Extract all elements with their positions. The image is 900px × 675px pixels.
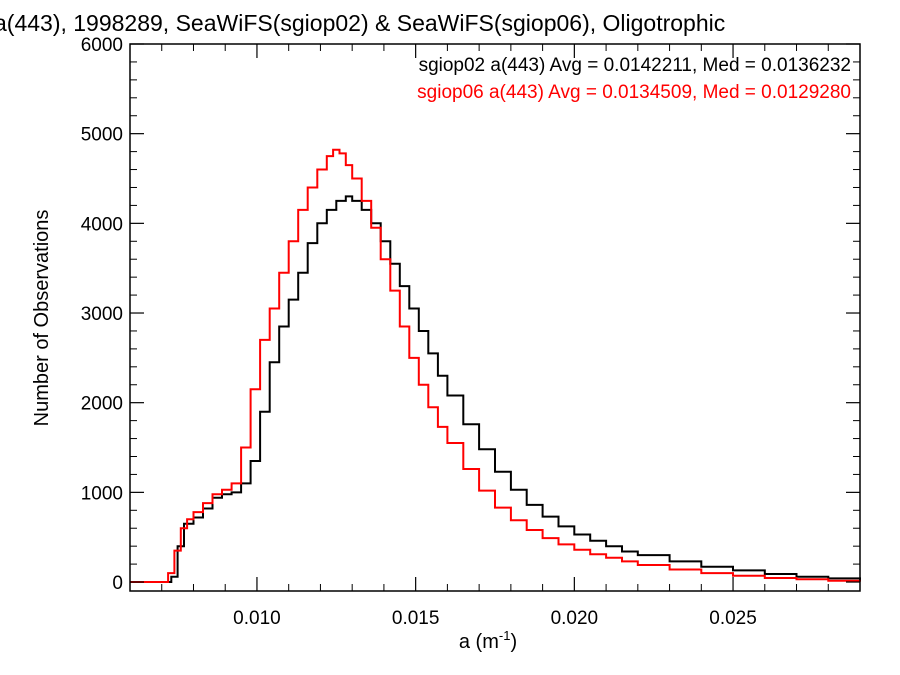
y-tick-label: 3000 xyxy=(81,304,123,325)
x-tick-label: 0.010 xyxy=(233,608,281,629)
legend-entry-2: sgiop06 a(443) Avg = 0.0134509, Med = 0.… xyxy=(417,82,851,103)
x-tick-label: 0.020 xyxy=(551,608,599,629)
legend: sgiop02 a(443) Avg = 0.0142211, Med = 0.… xyxy=(417,55,851,103)
x-axis-label: a (m-1) xyxy=(459,628,517,653)
y-tick-label: 1000 xyxy=(81,483,123,504)
x-tick-label: 0.025 xyxy=(709,608,757,629)
chart-title: a(443), 1998289, SeaWiFS(sgiop02) & SeaW… xyxy=(0,10,725,36)
y-tick-label: 6000 xyxy=(81,35,123,56)
x-tick-label: 0.015 xyxy=(392,608,440,629)
axis-ticks: 0.010 0.015 0.020 0.025 0 1000 2000 3000 4000 500… xyxy=(81,35,861,629)
y-tick-label: 0 xyxy=(112,573,123,594)
x-axis-label-superscript: -1 xyxy=(499,628,511,643)
series-line-1 xyxy=(130,195,861,583)
y-tick-label: 4000 xyxy=(81,214,123,235)
y-tick-label: 2000 xyxy=(81,394,123,415)
plot-frame xyxy=(129,43,861,592)
legend-entry-1: sgiop02 a(443) Avg = 0.0142211, Med = 0.… xyxy=(419,55,851,76)
plot-lines xyxy=(130,148,861,583)
x-axis-label-close: ) xyxy=(510,631,517,653)
y-axis-label: Number of Observations xyxy=(31,210,53,427)
series-line-2 xyxy=(130,148,861,583)
y-tick-label: 5000 xyxy=(81,125,123,146)
x-axis-label-base: a (m xyxy=(459,631,499,653)
